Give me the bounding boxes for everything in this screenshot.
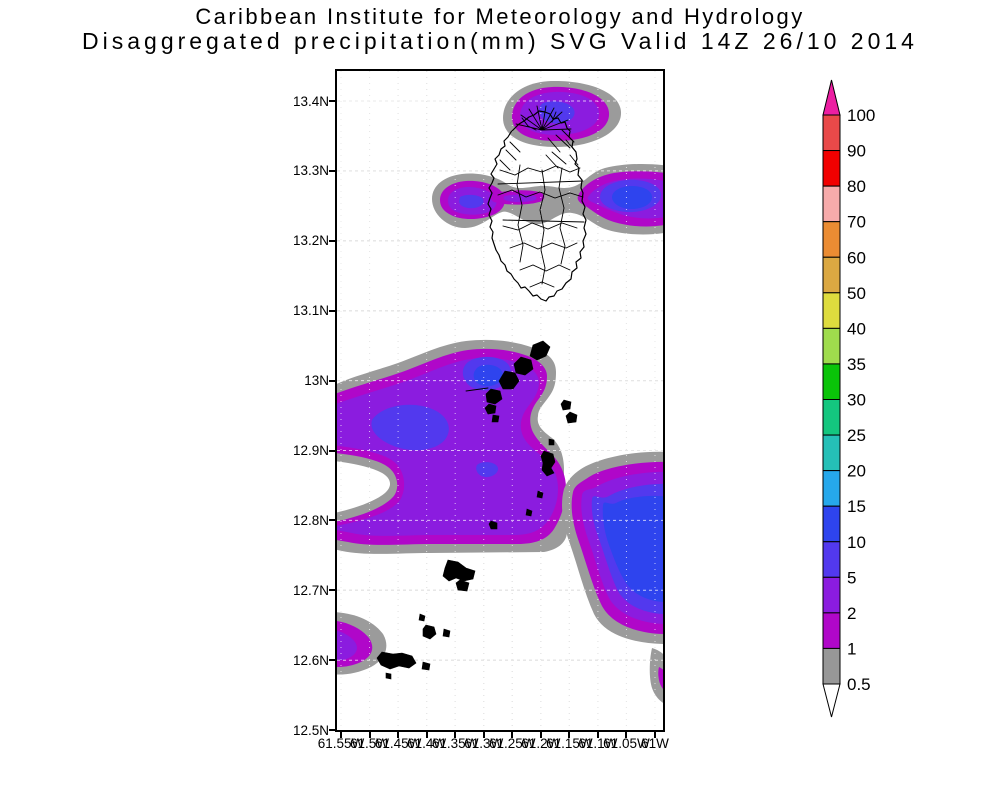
lon-tick (511, 732, 514, 738)
lat-tick (329, 100, 336, 102)
lon-tick-label: 61W (641, 736, 669, 751)
colorbar-segment (822, 470, 841, 507)
lon-tick-label: 61.05W (603, 736, 650, 751)
colorbar-tick-label: 90 (847, 142, 866, 161)
colorbar-segment (822, 292, 841, 329)
colorbar-segment (822, 150, 841, 187)
lon-tick (482, 732, 485, 738)
lon-tick (653, 732, 656, 738)
colorbar-tick-label: 40 (847, 319, 866, 338)
lon-tick (340, 732, 342, 738)
page-title-line2: Disaggregated precipitation(mm) SVG Vali… (82, 28, 918, 54)
lat-tick-label: 13.2N (292, 233, 329, 249)
lat-tick-label: 12.5N (292, 722, 329, 738)
colorbar-segment (822, 647, 841, 685)
colorbar-tick-label: 50 (847, 284, 866, 303)
colorbar-segment (822, 612, 841, 649)
lon-tick-label: 61.5W (350, 736, 390, 751)
page-title-line1: Caribbean Institute for Meteorology and … (195, 4, 805, 29)
colorbar-segment (822, 434, 841, 472)
colorbar-segment (822, 327, 841, 365)
st-vincent-watershed-lines (465, 105, 585, 392)
lat-tick (329, 659, 336, 662)
grenadine-islands (376, 340, 578, 680)
colorbar-tick-label: 5 (847, 568, 856, 587)
lon-tick (368, 732, 371, 738)
lat-tick (329, 379, 336, 382)
lon-tick-label: 61.55W (317, 736, 365, 751)
colorbar-tick-label: 2 (847, 604, 856, 623)
colorbar-tick-label: 60 (847, 248, 866, 267)
colorbar-tick-label: 10 (847, 533, 866, 552)
lon-tick (539, 732, 542, 738)
lat-tick-label: 13N (304, 373, 329, 389)
lat-tick (329, 239, 336, 242)
lon-tick-label: 61.45W (374, 736, 422, 751)
colorbar-tick-label: 20 (847, 462, 866, 481)
precip-contours (337, 80, 663, 703)
colorbar-arrow-bottom (822, 683, 841, 718)
lon-tick (625, 732, 628, 738)
lat-tick (329, 449, 336, 452)
colorbar-tick-label: 100 (847, 106, 875, 125)
island-outlines (376, 105, 587, 680)
lat-tick (329, 519, 336, 522)
lat-tick-label: 13.4N (292, 93, 329, 109)
lat-tick (329, 729, 336, 732)
colorbar-tick-label: 0.5 (847, 675, 871, 694)
lat-tick-label: 12.8N (292, 512, 329, 528)
colorbar-segment (822, 256, 841, 294)
lat-tick (329, 309, 336, 312)
colorbar-arrow-top (822, 79, 841, 116)
lon-tick (397, 732, 400, 738)
colorbar-segment (822, 399, 841, 436)
lon-tick (568, 732, 571, 738)
lat-tick-label: 13.3N (292, 163, 329, 179)
colorbar-segment (822, 576, 841, 614)
lon-tick-label: 61.4W (407, 736, 447, 751)
lon-tick-label: 61.1W (578, 736, 618, 751)
lon-tick (454, 732, 457, 738)
colorbar-tick-label: 80 (847, 177, 866, 196)
colorbar-tick-label: 70 (847, 213, 866, 232)
lat-tick (329, 589, 336, 592)
colorbar-tick-label: 25 (847, 426, 866, 445)
colorbar-segment (822, 185, 841, 223)
colorbar-segment (822, 114, 841, 152)
map-canvas (337, 71, 663, 730)
colorbar-tick-label: 35 (847, 355, 866, 374)
lon-tick-label: 61.2W (521, 736, 561, 751)
lon-tick-label: 61.25W (489, 736, 536, 751)
colorbar-tick-label: 1 (847, 639, 856, 658)
lat-tick-label: 12.6N (292, 652, 329, 668)
lat-tick (329, 169, 336, 172)
colorbar-tick-label: 30 (847, 391, 866, 410)
colorbar-segment (822, 505, 841, 543)
lon-tick (596, 732, 599, 738)
colorbar-tick-label: 15 (847, 497, 866, 516)
lat-tick-label: 12.9N (292, 443, 329, 458)
lon-tick-label: 61.3W (464, 736, 504, 751)
st-vincent-coastline (487, 110, 587, 302)
colorbar-segment (822, 221, 841, 258)
lon-tick-label: 61.15W (546, 736, 593, 751)
colorbar-segment (822, 541, 841, 578)
lat-tick-label: 13.1N (292, 303, 329, 319)
lat-tick-label: 12.7N (292, 582, 329, 598)
lon-tick-label: 61.35W (431, 736, 479, 751)
colorbar-segment (822, 363, 841, 400)
lon-tick (425, 732, 428, 738)
colorbar: 100 90 80 70 60 50 40 35 30 25 20 15 10 5 2 1 0.5 (822, 79, 875, 718)
